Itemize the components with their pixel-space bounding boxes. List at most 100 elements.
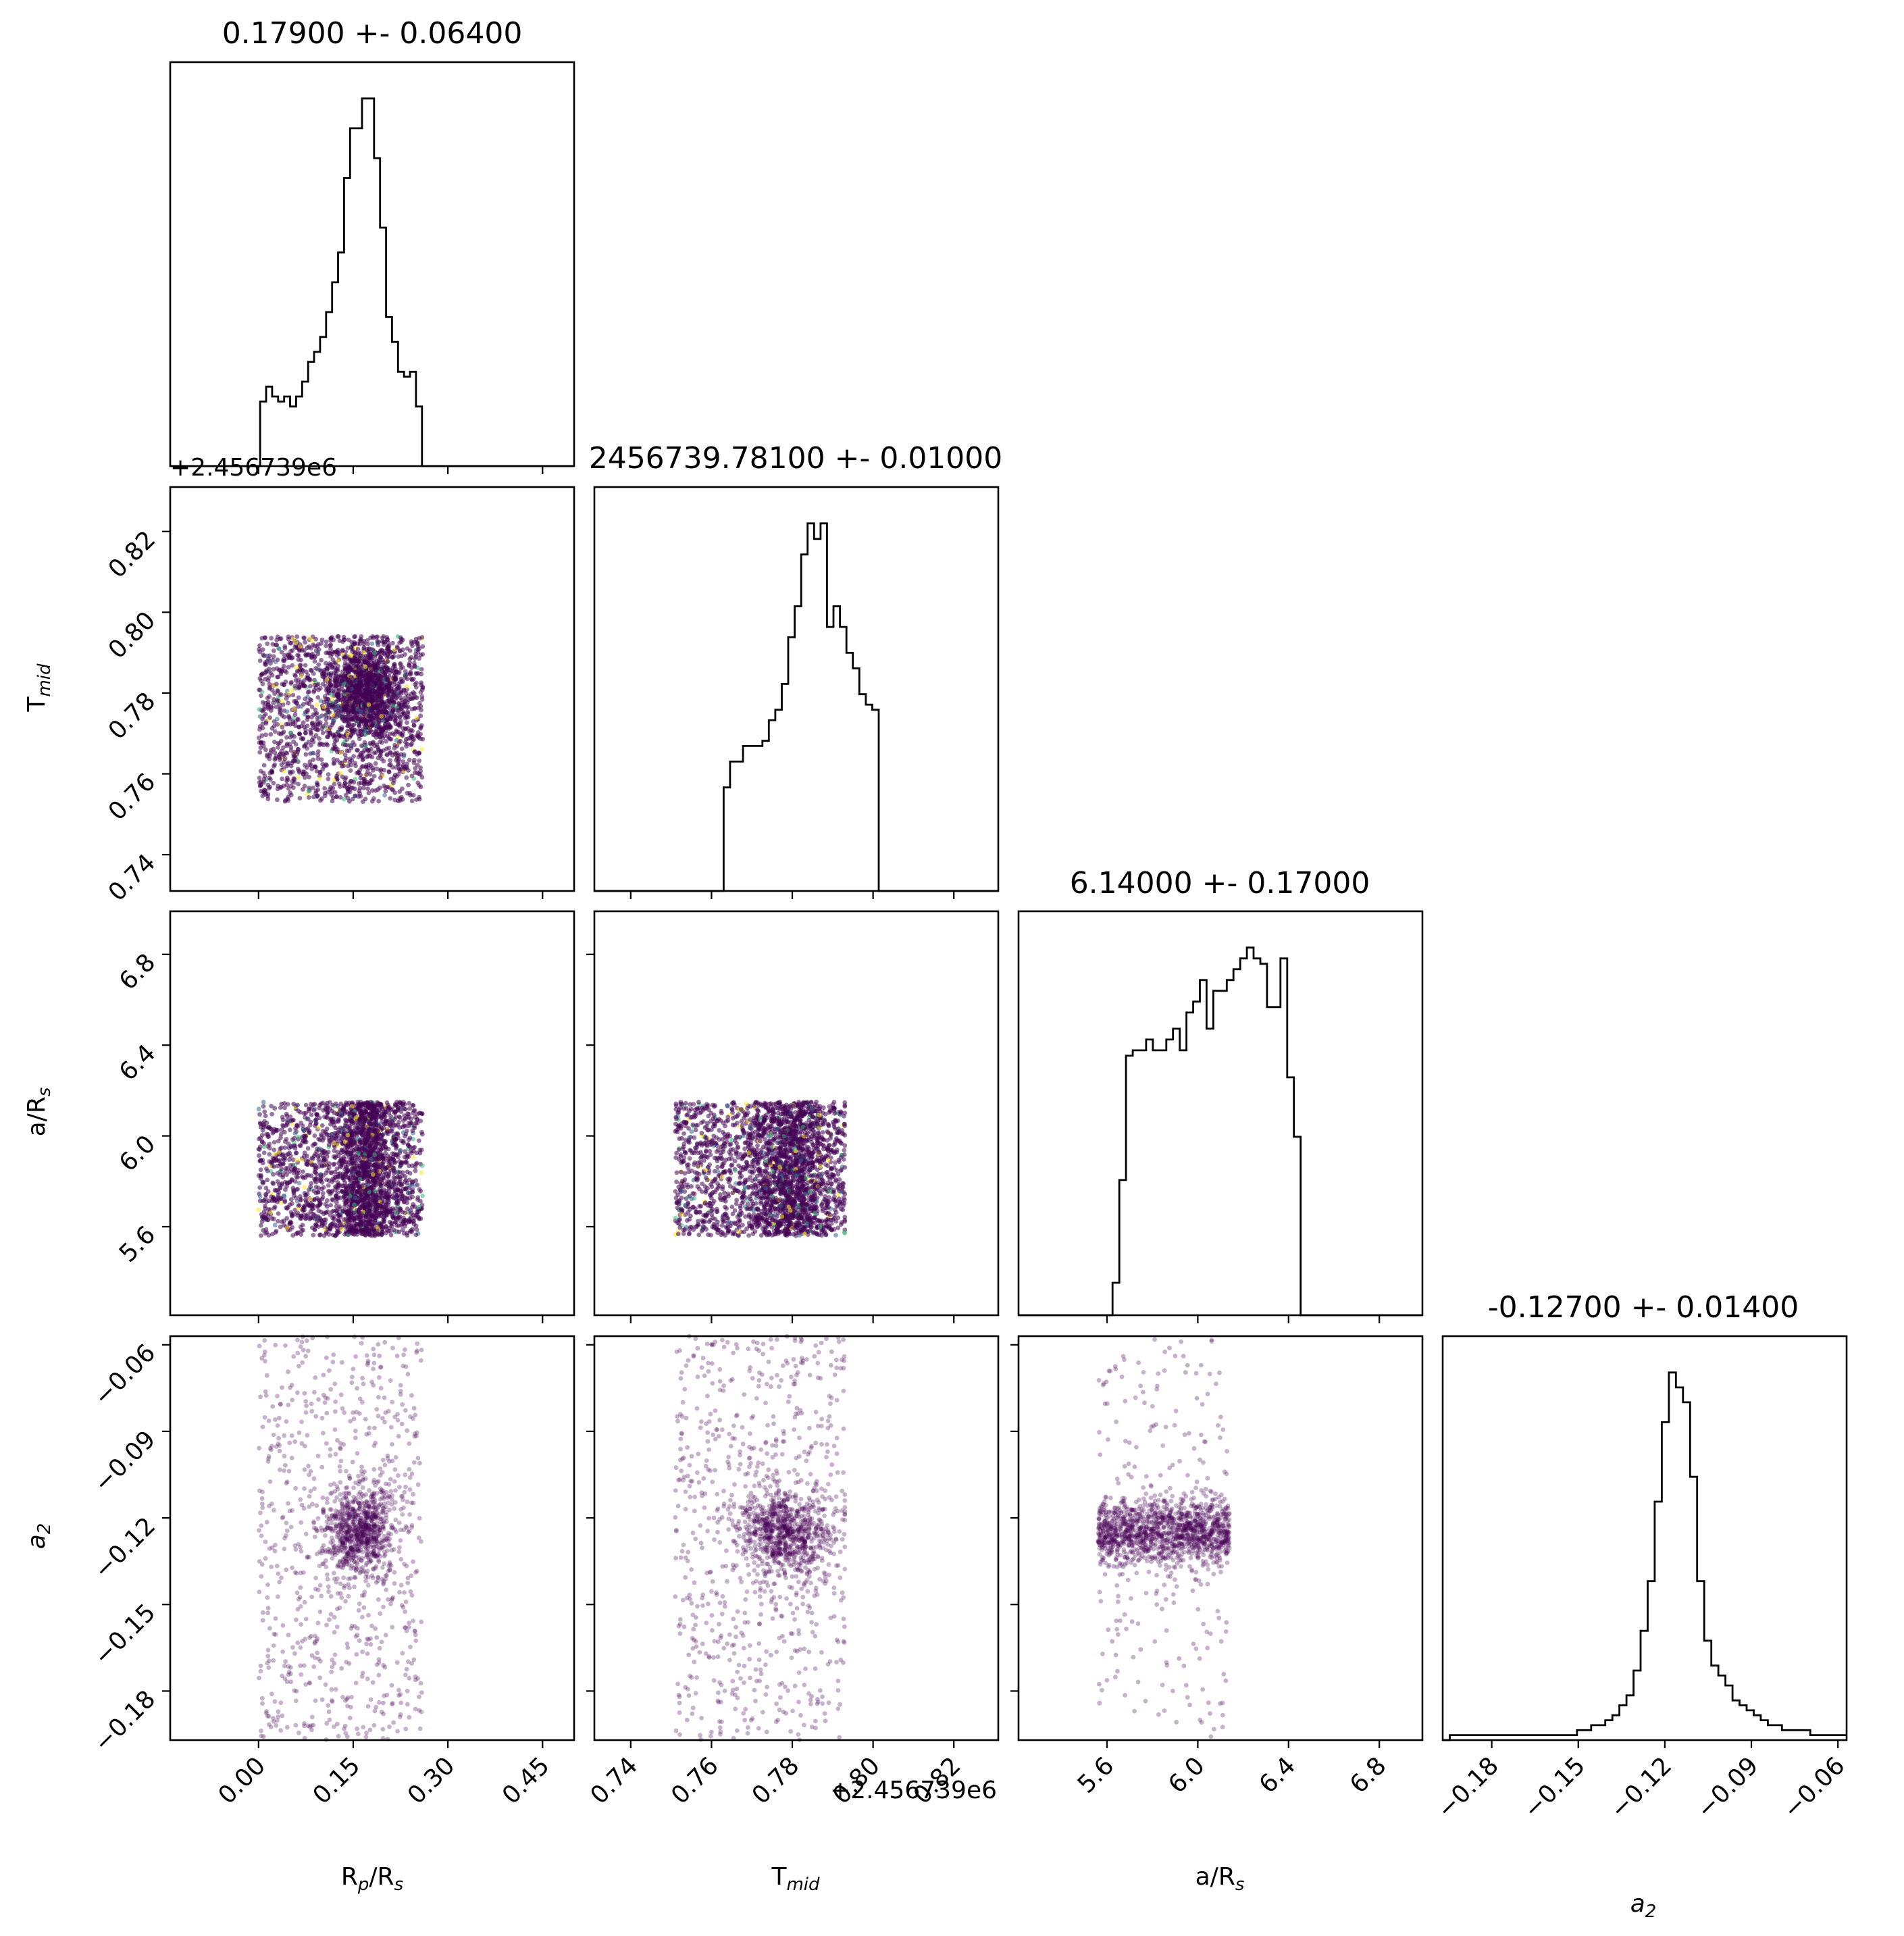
scatter-point bbox=[278, 1105, 283, 1110]
scatter-point bbox=[365, 748, 370, 753]
scatter-point bbox=[403, 1106, 408, 1112]
scatter-point bbox=[302, 769, 307, 775]
scatter-point bbox=[318, 1173, 324, 1177]
scatter-point bbox=[411, 1146, 416, 1150]
scatter-point bbox=[289, 1197, 294, 1202]
scatter-point bbox=[395, 645, 400, 651]
scatter-point bbox=[333, 673, 338, 678]
scatter-point bbox=[363, 765, 369, 770]
scatter-point bbox=[393, 752, 398, 757]
scatter-point bbox=[380, 635, 385, 640]
scatter-point bbox=[315, 793, 320, 798]
scatter-point bbox=[314, 1171, 319, 1177]
scatter-point bbox=[311, 1203, 316, 1208]
scatter-point bbox=[284, 721, 289, 727]
scatter-point bbox=[293, 673, 298, 678]
scatter-point bbox=[260, 1133, 265, 1138]
scatter-point bbox=[260, 725, 265, 731]
scatter-point bbox=[282, 644, 288, 649]
scatter-point bbox=[315, 721, 321, 727]
scatter-point bbox=[383, 1145, 388, 1150]
scatter-point bbox=[301, 668, 306, 673]
scatter-point bbox=[336, 1175, 341, 1180]
scatter-point bbox=[322, 786, 327, 791]
scatter-point bbox=[282, 1199, 288, 1204]
scatter-point bbox=[343, 775, 349, 780]
scatter-point bbox=[386, 644, 390, 650]
scatter-point bbox=[415, 1195, 421, 1200]
scatter-point bbox=[301, 787, 305, 792]
scatter-point bbox=[314, 1117, 319, 1122]
scatter-point bbox=[323, 1129, 328, 1134]
scatter-point bbox=[284, 670, 289, 675]
scatter-point bbox=[303, 763, 307, 768]
scatter-point bbox=[419, 680, 423, 685]
scatter-point bbox=[403, 1186, 408, 1192]
scatter-point bbox=[349, 644, 354, 650]
scatter-point bbox=[408, 736, 413, 741]
scatter-point bbox=[367, 671, 371, 677]
scatter-point bbox=[378, 775, 383, 780]
scatter-point bbox=[273, 642, 278, 648]
scatter-point bbox=[339, 1227, 344, 1231]
scatter-point bbox=[258, 1173, 263, 1178]
scatter-point bbox=[352, 640, 357, 645]
scatter-point bbox=[284, 741, 290, 746]
scatter-point bbox=[411, 1219, 416, 1224]
scatter-point bbox=[267, 666, 272, 671]
scatter-point bbox=[311, 1188, 317, 1194]
scatter-point bbox=[412, 757, 417, 763]
scatter-point bbox=[361, 785, 366, 790]
scatter-point bbox=[326, 776, 331, 782]
scatter-point bbox=[295, 716, 300, 721]
scatter-point bbox=[345, 692, 351, 697]
scatter-point bbox=[369, 755, 375, 760]
scatter-point bbox=[327, 1138, 332, 1143]
scatter-point bbox=[401, 759, 406, 764]
scatter-point bbox=[261, 1104, 266, 1109]
scatter-point bbox=[296, 669, 301, 674]
scatter-point bbox=[370, 740, 376, 746]
scatter-point bbox=[272, 729, 278, 734]
scatter-point bbox=[280, 1115, 285, 1120]
scatter-point bbox=[398, 767, 403, 771]
scatter-point bbox=[418, 1188, 423, 1194]
scatter-point bbox=[272, 1147, 277, 1152]
scatter-point bbox=[401, 1140, 406, 1146]
scatter-point bbox=[267, 757, 272, 761]
scatter-point bbox=[318, 798, 323, 803]
scatter-point bbox=[397, 1214, 403, 1219]
scatter-point bbox=[272, 1140, 277, 1145]
scatter-point bbox=[398, 752, 404, 757]
scatter-point bbox=[361, 639, 367, 644]
scatter-point bbox=[415, 730, 421, 735]
scatter-point bbox=[405, 1153, 410, 1158]
scatter-point bbox=[391, 682, 396, 687]
scatter-point bbox=[355, 748, 359, 753]
scatter-point bbox=[334, 732, 339, 737]
scatter-point bbox=[407, 648, 413, 653]
scatter-point bbox=[391, 1227, 396, 1233]
scatter-point bbox=[280, 1161, 286, 1167]
scatter-point bbox=[314, 1176, 319, 1181]
scatter-point bbox=[315, 649, 321, 655]
scatter-point bbox=[294, 700, 299, 706]
scatter-point bbox=[319, 637, 325, 642]
scatter-point bbox=[262, 788, 267, 793]
scatter-point bbox=[409, 773, 415, 779]
scatter-point bbox=[334, 749, 340, 755]
scatter-point bbox=[344, 1165, 349, 1171]
scatter-point bbox=[388, 758, 392, 763]
scatter-point bbox=[367, 762, 371, 767]
scatter-point bbox=[365, 1231, 369, 1236]
scatter-point bbox=[296, 1134, 301, 1140]
scatter-point bbox=[369, 641, 375, 646]
scatter-point bbox=[383, 709, 388, 715]
scatter-point bbox=[384, 739, 388, 744]
scatter-point bbox=[403, 715, 408, 721]
scatter-point bbox=[261, 780, 266, 785]
scatter-point bbox=[278, 705, 283, 711]
scatter-point bbox=[262, 1109, 267, 1115]
scatter-point bbox=[351, 1147, 357, 1152]
scatter-point bbox=[402, 1218, 407, 1223]
